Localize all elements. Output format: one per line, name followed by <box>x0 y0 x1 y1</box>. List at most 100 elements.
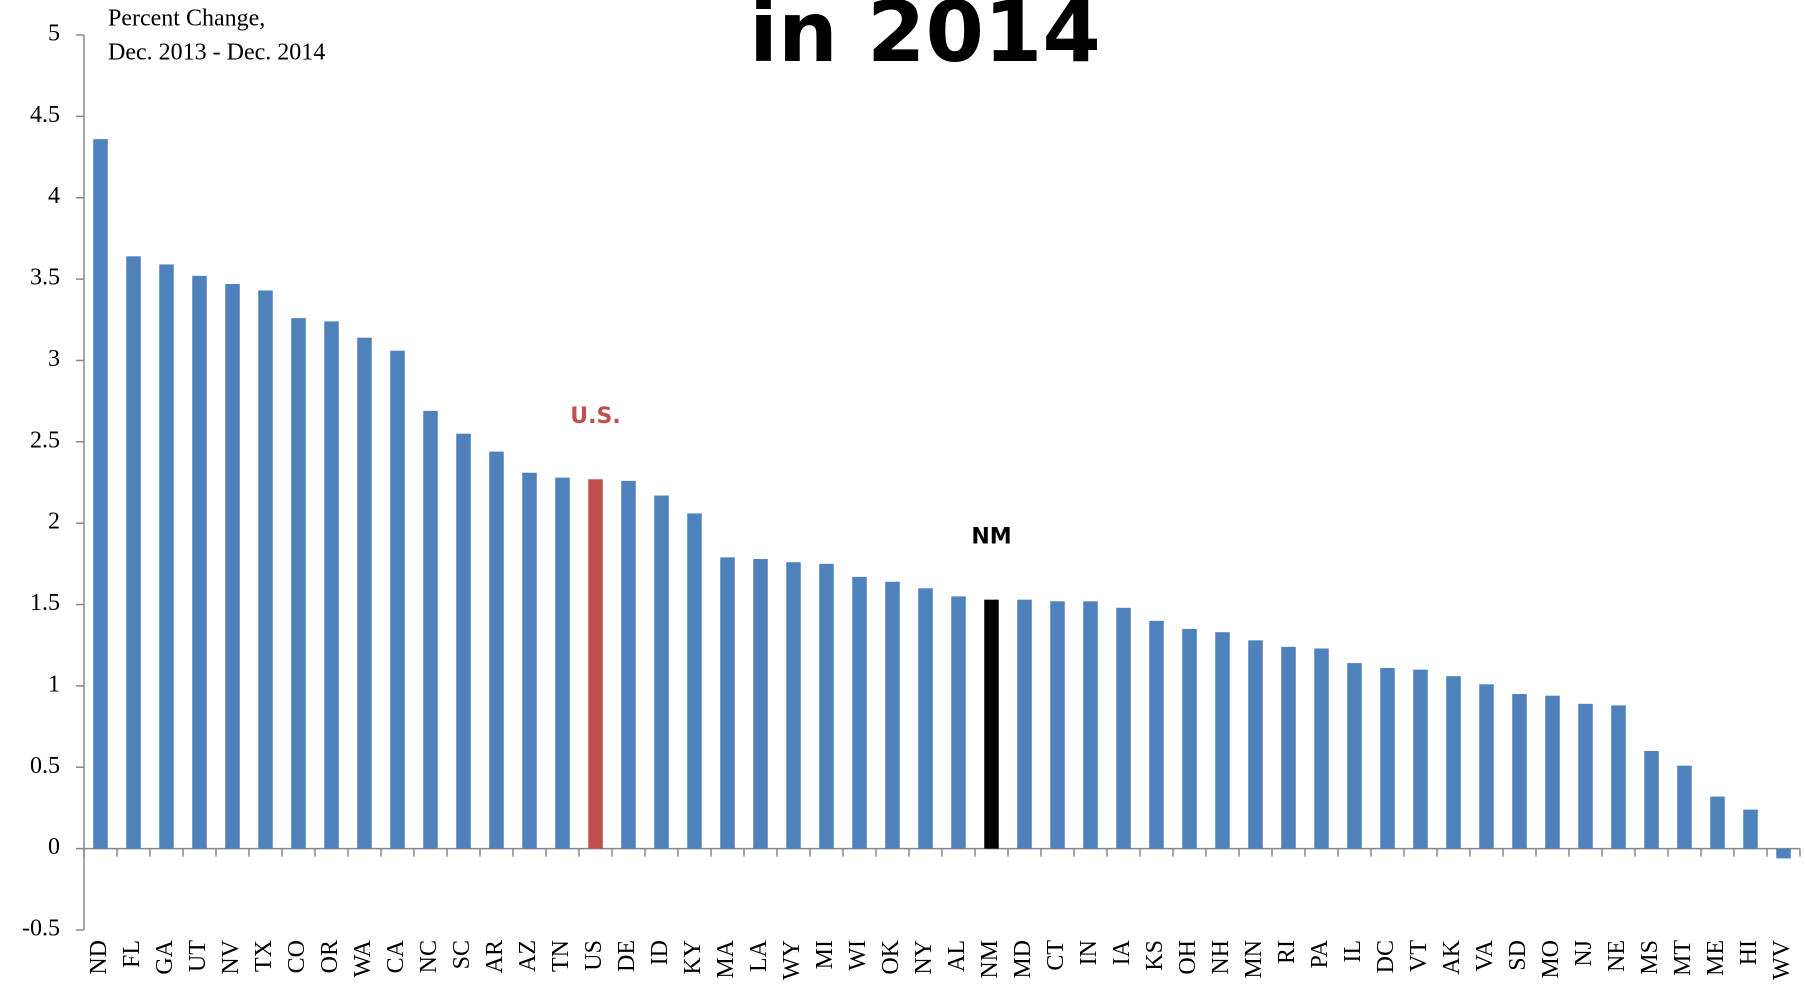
x-tick-label: ND <box>86 940 112 975</box>
bar <box>621 480 636 849</box>
x-tick-label: PA <box>1307 939 1333 968</box>
bar <box>258 290 273 849</box>
x-tick-label: RI <box>1274 940 1300 964</box>
bar <box>1182 628 1197 849</box>
bar <box>1215 632 1230 849</box>
x-tick-label: UT <box>185 940 211 972</box>
bar <box>654 495 669 849</box>
x-tick-label: NC <box>416 940 442 973</box>
bar <box>1743 809 1758 849</box>
x-tick-label: KY <box>680 940 706 975</box>
x-tick-label: AZ <box>515 940 541 972</box>
x-tick-label: NE <box>1604 940 1630 972</box>
x-tick-label: FL <box>119 940 145 968</box>
x-tick-label: IA <box>1109 939 1135 965</box>
bar <box>1512 694 1527 849</box>
y-axis-label: Percent Change, <box>108 6 265 32</box>
bar <box>720 557 735 849</box>
bar <box>786 562 801 849</box>
bar <box>1710 796 1725 849</box>
x-tick-label: ME <box>1703 940 1729 976</box>
x-tick-label: MO <box>1538 940 1564 979</box>
x-tick-label: MI <box>812 940 838 969</box>
x-tick-label: SC <box>449 940 475 969</box>
bar <box>456 433 471 849</box>
x-tick-label: NY <box>911 940 937 975</box>
x-tick-label: CA <box>383 939 409 973</box>
y-tick-label: -0.5 <box>22 916 60 942</box>
bar <box>93 139 108 849</box>
annotation: NM <box>971 525 1011 550</box>
y-tick-label: 2.5 <box>30 427 60 453</box>
bar <box>687 513 702 849</box>
bar <box>1380 668 1395 849</box>
x-tick-label: AL <box>944 940 970 972</box>
bar <box>1578 703 1593 849</box>
x-tick-label: OR <box>317 940 343 973</box>
bar <box>1149 620 1164 849</box>
bar <box>1314 648 1329 849</box>
bar <box>522 472 537 849</box>
chart-title: in 2014 <box>749 0 1101 81</box>
x-tick-label: KS <box>1142 940 1168 971</box>
bar <box>324 321 339 849</box>
bar <box>1644 751 1659 849</box>
x-tick-label: NV <box>218 939 244 974</box>
x-tick-label: US <box>581 940 607 971</box>
x-tick-label: TX <box>251 940 277 972</box>
bar <box>852 576 867 849</box>
x-tick-label: MS <box>1637 940 1663 975</box>
x-tick-label: AK <box>1439 939 1465 974</box>
x-tick-label: IN <box>1076 940 1102 965</box>
x-tick-label: WA <box>350 939 376 977</box>
bar <box>1413 669 1428 849</box>
x-tick-label: NJ <box>1571 940 1597 967</box>
y-tick-label: 0.5 <box>30 753 60 779</box>
x-tick-label: MN <box>1241 940 1267 979</box>
x-tick-label: LA <box>746 939 772 972</box>
bar <box>1611 705 1626 849</box>
x-tick-label: TN <box>548 940 574 972</box>
x-tick-label: MD <box>1010 940 1036 979</box>
x-tick-label: NM <box>977 940 1003 979</box>
bar <box>1776 848 1791 859</box>
y-tick-label: 3 <box>48 346 60 372</box>
x-tick-label: MA <box>713 939 739 978</box>
bar <box>423 410 438 849</box>
bar <box>1050 601 1065 849</box>
bar <box>555 477 570 849</box>
x-tick-label: VT <box>1406 940 1432 972</box>
x-tick-label: DC <box>1373 940 1399 973</box>
x-tick-label: MT <box>1670 940 1696 976</box>
bar <box>918 588 933 849</box>
bar <box>126 256 141 849</box>
bar <box>1545 695 1560 849</box>
y-tick-label: 4.5 <box>30 102 60 128</box>
x-tick-label: WI <box>845 940 871 971</box>
bar <box>951 596 966 849</box>
x-tick-label: GA <box>152 939 178 974</box>
y-tick-label: 1 <box>48 671 60 697</box>
bar <box>390 350 405 849</box>
y-tick-label: 5 <box>48 21 60 47</box>
x-tick-label: OH <box>1175 940 1201 975</box>
y-tick-label: 4 <box>48 183 60 209</box>
x-tick-label: ID <box>647 940 673 965</box>
y-tick-label: 2 <box>48 509 60 535</box>
bar <box>1017 599 1032 849</box>
bar <box>489 451 504 849</box>
bar <box>225 283 240 849</box>
x-tick-label: IL <box>1340 940 1366 963</box>
bar <box>1083 601 1098 849</box>
x-tick-label: DE <box>614 940 640 972</box>
y-axis-label: Dec. 2013 - Dec. 2014 <box>108 40 325 66</box>
y-tick-label: 0 <box>48 834 60 860</box>
x-tick-label: VA <box>1472 939 1498 971</box>
bar <box>984 599 999 849</box>
bar <box>291 318 306 849</box>
bar <box>1479 684 1494 849</box>
bar <box>588 479 603 849</box>
bar <box>885 581 900 849</box>
x-tick-label: WY <box>779 940 805 980</box>
